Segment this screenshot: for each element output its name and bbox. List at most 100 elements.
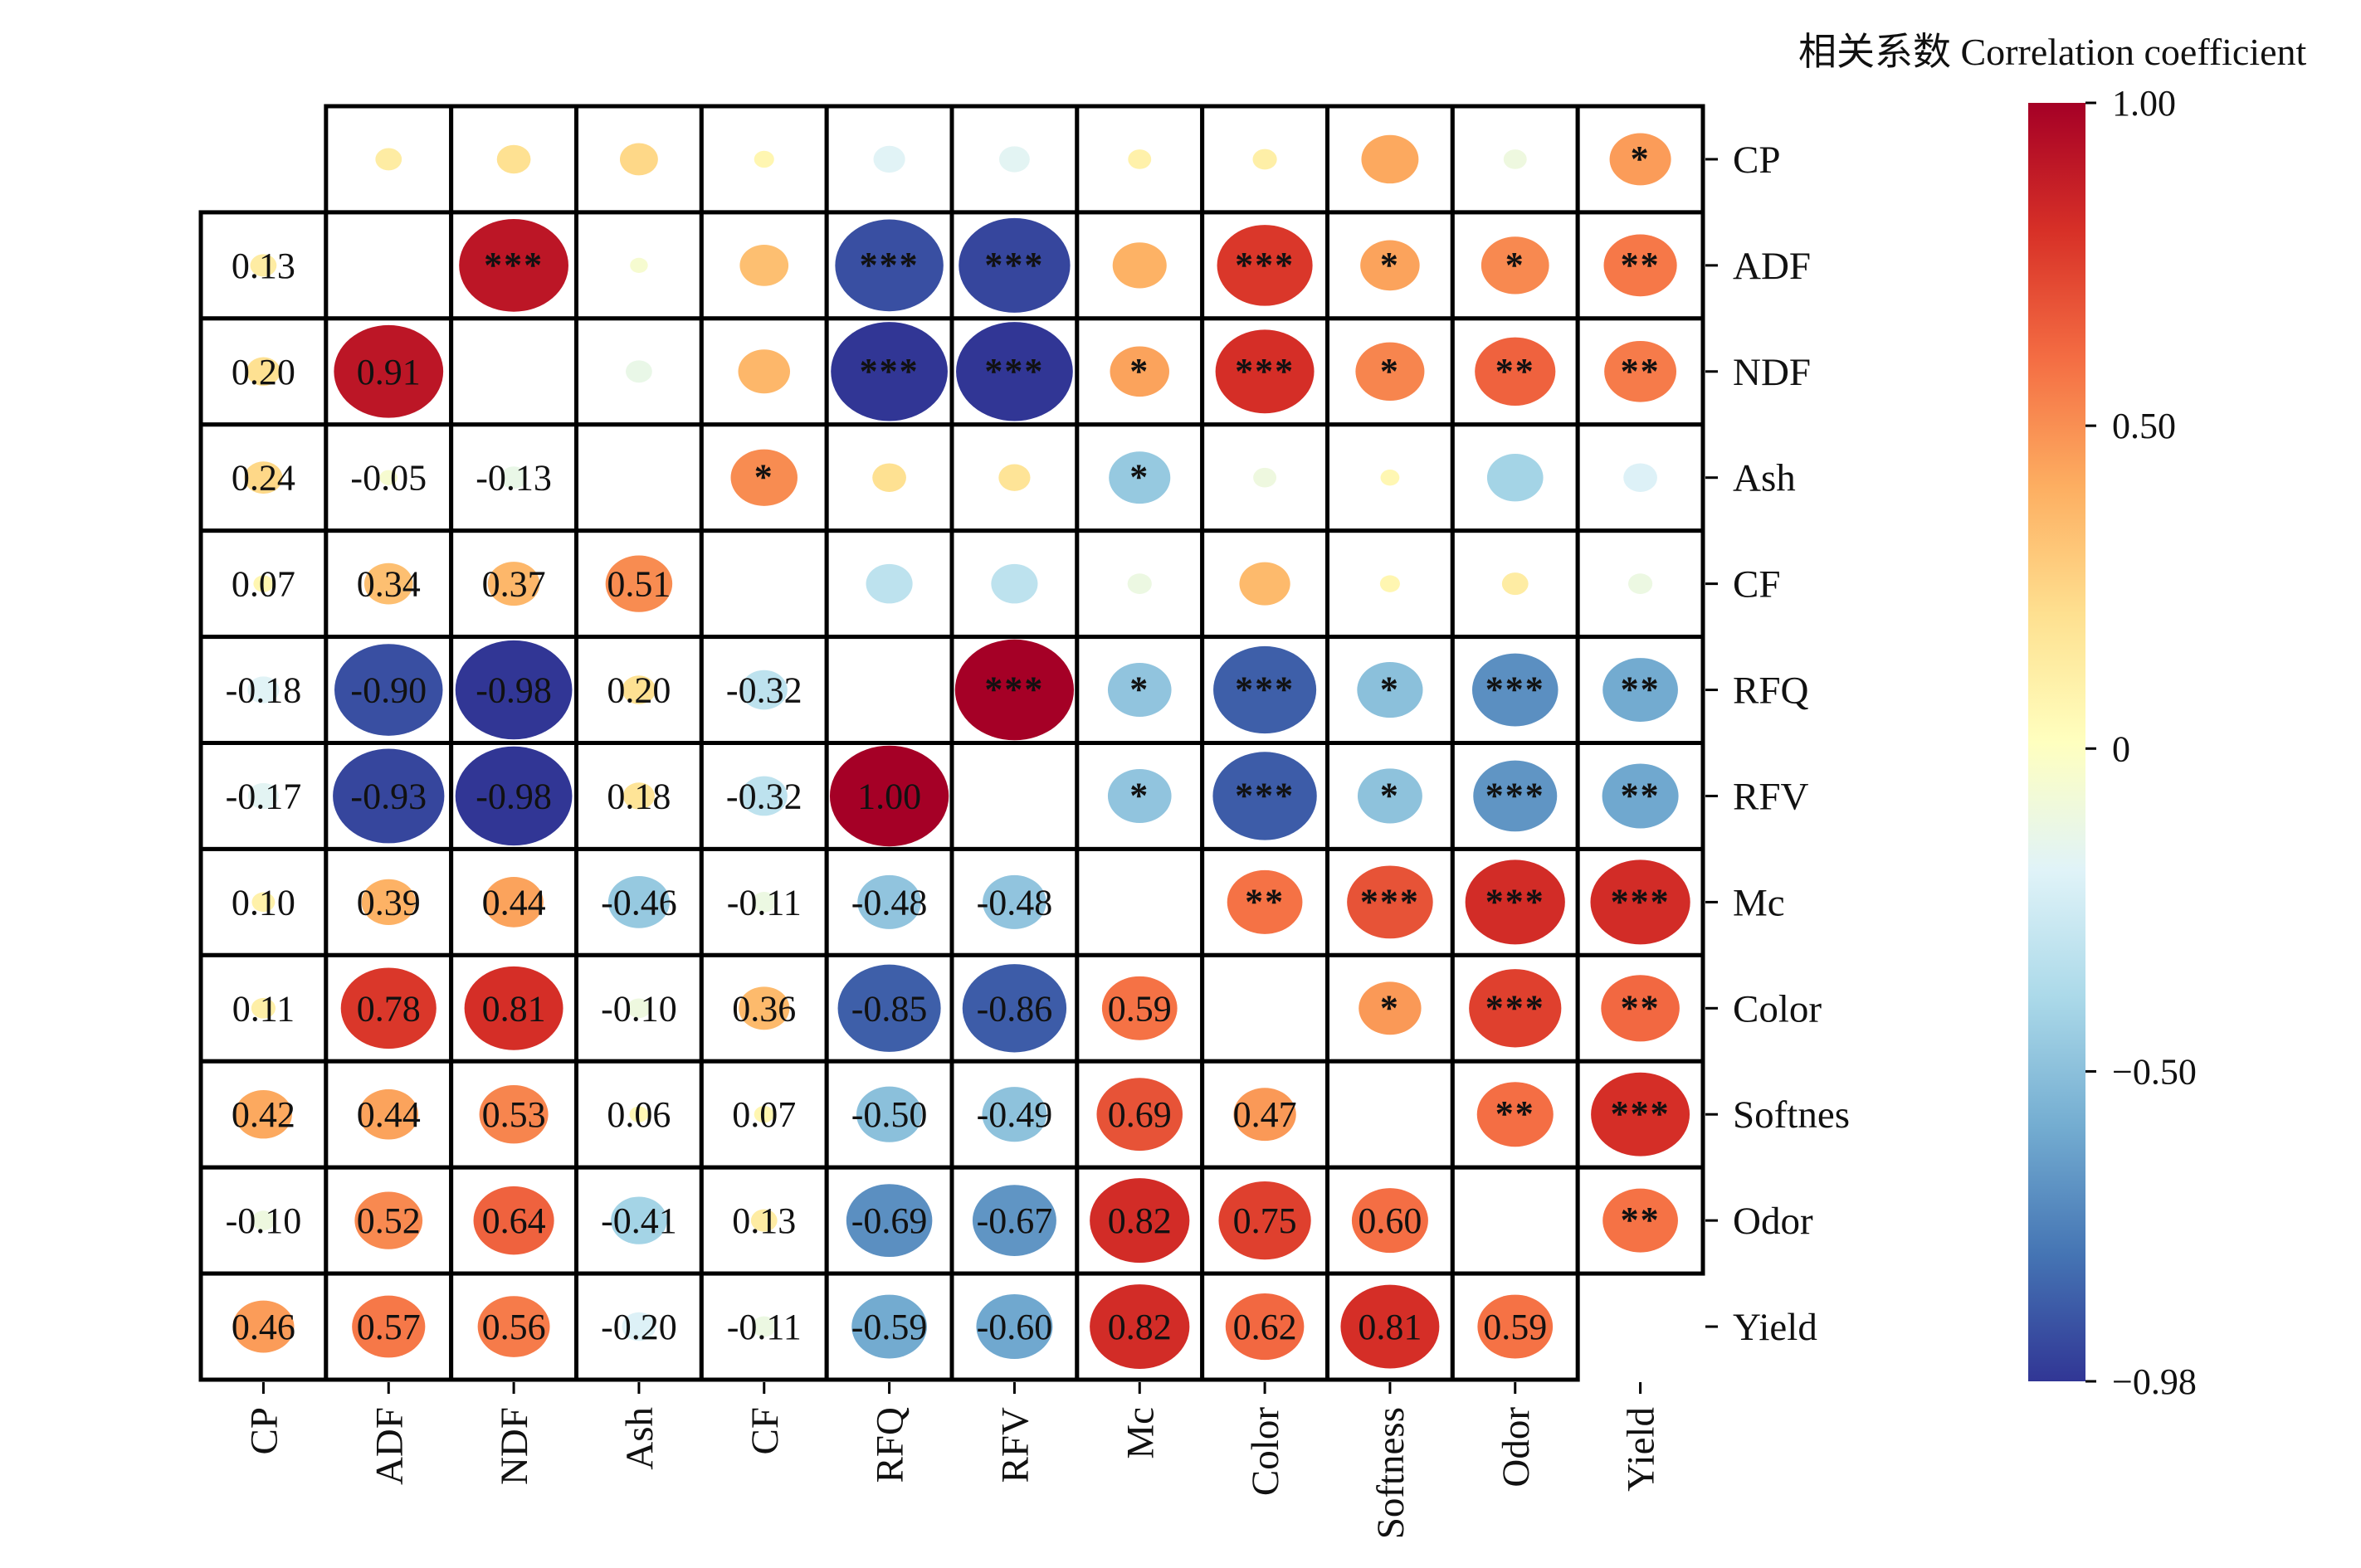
matrix-cell: -0.59 [824, 1271, 954, 1382]
correlation-circle [1212, 752, 1317, 840]
matrix-cell [1200, 528, 1329, 640]
correlation-circle [1627, 573, 1653, 595]
correlation-circle [754, 1106, 774, 1123]
correlation-circle [1233, 1088, 1296, 1142]
correlation-value: 0.07 [232, 564, 295, 605]
matrix-cell: 0.62 [1200, 1271, 1329, 1382]
row-label: RFQ [1733, 670, 1808, 713]
correlation-value: 0.34 [357, 564, 421, 605]
significance-stars: *** [1235, 775, 1295, 816]
correlation-value: 0.75 [1233, 1200, 1297, 1241]
matrix-cell [949, 528, 1080, 640]
correlation-circle [1361, 134, 1419, 184]
row-label: Softnes [1733, 1093, 1850, 1137]
correlation-circle [611, 1196, 667, 1244]
correlation-circle [1217, 225, 1313, 306]
significance-stars: *** [1485, 881, 1545, 922]
significance-stars: ** [1495, 351, 1535, 392]
correlation-circle [247, 782, 279, 810]
correlation-circle [375, 148, 402, 171]
matrix-cell: 0.82 [1075, 1271, 1205, 1382]
correlation-circle [354, 1191, 423, 1249]
significance-stars: ** [1621, 351, 1661, 392]
correlation-value: 0.64 [482, 1200, 546, 1241]
matrix-cell: -0.18 [198, 635, 329, 745]
correlation-value: 0.13 [732, 1200, 796, 1241]
correlation-value: -0.59 [851, 1307, 928, 1347]
significance-stars: * [1380, 775, 1400, 816]
matrix-cell: -0.85 [824, 952, 954, 1064]
correlation-value: 0.56 [482, 1307, 546, 1347]
matrix-cell [824, 635, 954, 745]
correlation-circle [1481, 236, 1549, 295]
matrix-cell: *** [1325, 846, 1455, 957]
matrix-cell: -0.32 [699, 741, 829, 851]
matrix-cell: -0.48 [824, 846, 954, 957]
matrix-cell [1200, 952, 1329, 1064]
significance-stars: *** [1611, 1093, 1671, 1134]
matrix-cell [824, 528, 954, 640]
matrix-cell: *** [1575, 846, 1705, 957]
matrix-cell: ** [1575, 210, 1705, 321]
correlation-value: 0.37 [482, 564, 546, 605]
correlation-circle [740, 776, 788, 816]
matrix-cell: -0.46 [574, 846, 704, 957]
significance-stars: *** [984, 351, 1044, 392]
matrix-cell [324, 104, 454, 215]
column-label: Ash [618, 1407, 661, 1470]
colorbar-tick-label: 0 [2112, 728, 2130, 769]
column-label: NDF [493, 1407, 536, 1485]
correlation-circle [998, 464, 1031, 491]
correlation-circle [976, 1294, 1053, 1360]
matrix-cell: 0.82 [1075, 1165, 1205, 1276]
significance-stars: *** [484, 245, 544, 285]
correlation-circle [464, 966, 563, 1050]
correlation-circle [619, 143, 658, 176]
matrix-cell: 0.07 [699, 1059, 829, 1170]
correlation-circle [983, 874, 1046, 929]
matrix-cell [574, 316, 704, 427]
correlation-value: 0.06 [607, 1094, 671, 1135]
matrix-cell: -0.93 [324, 741, 454, 851]
matrix-cell: 0.47 [1200, 1059, 1329, 1170]
matrix-cell: ** [1450, 1059, 1580, 1170]
correlation-circle [1601, 975, 1680, 1042]
matrix-cell: 0.20 [198, 316, 329, 427]
correlation-value: 0.62 [1233, 1307, 1297, 1347]
significance-stars: ** [1621, 987, 1661, 1028]
matrix-cell: ** [1575, 741, 1705, 851]
correlation-value: 0.51 [607, 564, 671, 605]
correlation-circle [1253, 467, 1277, 488]
correlation-circle [232, 1300, 295, 1353]
correlation-value: 0.59 [1483, 1307, 1547, 1347]
matrix-cell [1325, 1059, 1455, 1170]
correlation-circle [479, 1084, 549, 1144]
matrix-cell [1575, 528, 1705, 640]
correlation-circle [1110, 346, 1169, 397]
correlation-value: -0.67 [977, 1200, 1053, 1241]
row-label: NDF [1733, 351, 1811, 394]
correlation-value: -0.48 [977, 882, 1053, 923]
correlation-value: 0.20 [232, 352, 295, 392]
correlation-circle [251, 1210, 276, 1230]
matrix-cell: -0.86 [949, 952, 1080, 1064]
matrix-cell: 0.42 [198, 1059, 329, 1170]
correlation-circle [1465, 859, 1565, 945]
matrix-cells: *0.13 *** *** *** *** * * **0.20 0.91 *** *** * *** *… [198, 104, 1705, 1382]
correlation-circle [1475, 337, 1556, 406]
significance-stars: ** [1621, 245, 1661, 285]
significance-stars: *** [860, 245, 920, 285]
significance-stars: ** [1245, 881, 1285, 922]
correlation-value: -0.48 [851, 882, 928, 923]
correlation-circle [253, 575, 274, 592]
correlation-circle [752, 891, 777, 913]
correlation-circle [954, 639, 1075, 741]
matrix-cell [449, 104, 579, 215]
colorbar-tick-label: 1.00 [2112, 83, 2176, 124]
significance-stars: * [1380, 351, 1400, 392]
matrix-cell [824, 422, 954, 533]
correlation-circle [484, 877, 544, 928]
matrix-cell [699, 210, 829, 321]
correlation-value: -0.11 [727, 882, 802, 923]
